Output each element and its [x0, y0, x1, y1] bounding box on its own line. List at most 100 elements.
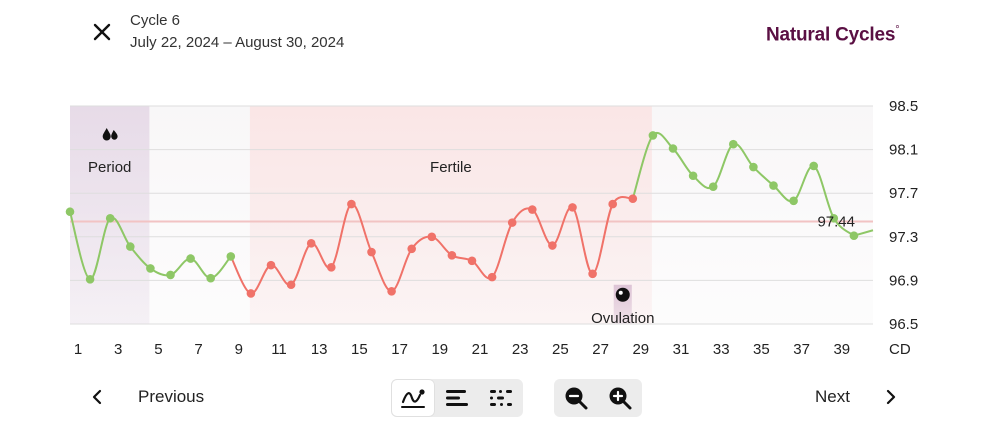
temperature-point: [829, 213, 839, 223]
temperature-point: [789, 196, 798, 206]
previous-button[interactable]: Previous: [90, 376, 204, 418]
temperature-point: [186, 254, 195, 263]
temperature-point: [668, 144, 678, 153]
x-axis-unit-label: CD: [889, 341, 911, 358]
chart-labels: Period Fertile Ovulation 97.44: [88, 128, 855, 327]
x-tick-label: 33: [713, 341, 730, 358]
temperature-point: [166, 270, 175, 280]
temperature-point: [286, 280, 296, 290]
temperature-point: [688, 171, 698, 181]
y-axis: 96.5 96.9 97.3 97.7 98.1 98.5: [889, 98, 918, 333]
temperature-point: [548, 241, 557, 250]
line-chart-icon: [401, 389, 425, 408]
dots-view-button[interactable]: [479, 379, 523, 417]
y-tick-label: 98.1: [889, 142, 918, 159]
bar-list-icon: [446, 390, 468, 406]
close-icon: [93, 23, 111, 41]
chart-bands: [70, 106, 873, 324]
chevron-left-icon: [92, 389, 102, 405]
temperature-point: [447, 251, 457, 260]
band-label-fertile: Fertile: [430, 159, 472, 176]
y-tick-label: 98.5: [889, 98, 918, 115]
zoom-out-icon: [565, 387, 588, 410]
zoom-controls: [554, 379, 642, 417]
temperature-point: [467, 256, 477, 266]
temperature-point: [487, 272, 497, 282]
temperature-point: [769, 181, 778, 190]
x-axis: 1 3 5 7 9 11 13 15 17 19 21 23 25 27 29 31 33 35 37 39 CD: [74, 341, 911, 358]
y-tick-label: 96.5: [889, 316, 918, 333]
x-tick-label: 35: [753, 341, 770, 358]
x-tick-label: 29: [632, 341, 649, 358]
close-button[interactable]: [88, 18, 116, 46]
temperature-point: [65, 207, 75, 217]
x-tick-label: 3: [114, 341, 122, 358]
temperature-point: [146, 264, 155, 273]
x-tick-label: 7: [194, 341, 202, 358]
x-tick-label: 23: [512, 341, 529, 358]
temperature-point: [809, 161, 819, 171]
temperature-point: [85, 275, 95, 284]
temperature-point: [367, 247, 376, 257]
y-tick-label: 96.9: [889, 272, 918, 289]
temperature-point: [327, 263, 336, 272]
ovulation-label: Ovulation: [591, 310, 654, 327]
x-tick-label: 27: [592, 341, 609, 358]
x-tick-label: 13: [311, 341, 328, 358]
cycle-title: Cycle 6: [130, 12, 181, 29]
temperature-point: [226, 252, 236, 261]
x-tick-label: 17: [391, 341, 408, 358]
x-tick-label: 15: [351, 341, 368, 358]
temperature-point: [648, 131, 658, 140]
temperature-point: [708, 182, 718, 191]
dots-icon: [490, 390, 512, 406]
x-tick-label: 37: [793, 341, 810, 358]
band-label-period: Period: [88, 159, 131, 176]
view-mode-toggle: [391, 379, 523, 417]
temperature-point: [729, 139, 738, 149]
x-tick-label: 19: [431, 341, 448, 358]
cycle-dates: July 22, 2024 – August 30, 2024: [130, 34, 345, 51]
band-fertile: [249, 106, 652, 324]
x-tick-label: 1: [74, 341, 82, 358]
temperature-point: [568, 203, 577, 212]
x-tick-label: 31: [673, 341, 690, 358]
temperature-point: [608, 199, 618, 209]
chart-grid: [70, 105, 873, 325]
zoom-out-button[interactable]: [554, 379, 598, 417]
x-tick-label: 21: [472, 341, 489, 358]
y-tick-label: 97.3: [889, 229, 918, 246]
temperature-point: [849, 231, 859, 241]
temperature-point: [528, 205, 537, 214]
line-view-button[interactable]: [391, 379, 435, 417]
x-tick-label: 5: [154, 341, 162, 358]
temperature-point: [407, 244, 417, 254]
previous-label: Previous: [138, 387, 205, 406]
x-tick-label: 9: [235, 341, 243, 358]
temperature-point: [749, 162, 758, 172]
zoom-in-button[interactable]: [598, 379, 642, 417]
x-tick-label: 11: [271, 341, 287, 358]
bar-view-button[interactable]: [435, 379, 479, 417]
chart-toolbar: Previous: [0, 376, 1000, 418]
temperature-point: [266, 260, 276, 270]
x-tick-label: 39: [833, 341, 850, 358]
temperature-point: [588, 269, 597, 279]
y-tick-label: 97.7: [889, 185, 918, 202]
temperature-points: [65, 131, 859, 298]
temperature-point: [387, 287, 396, 296]
temperature-point: [507, 218, 517, 227]
temperature-point: [105, 213, 115, 223]
zoom-in-icon: [609, 387, 632, 410]
next-label: Next: [815, 387, 850, 406]
egg-icon: [615, 287, 630, 302]
coverline-value-label: 97.44: [817, 214, 855, 231]
temperature-point: [206, 273, 216, 283]
brand-name: Natural Cycles: [766, 24, 896, 46]
temperature-point: [427, 232, 437, 242]
temperature-point: [246, 289, 256, 298]
next-button[interactable]: Next: [815, 376, 898, 418]
x-tick-label: 25: [552, 341, 569, 358]
temperature-point: [306, 239, 316, 248]
